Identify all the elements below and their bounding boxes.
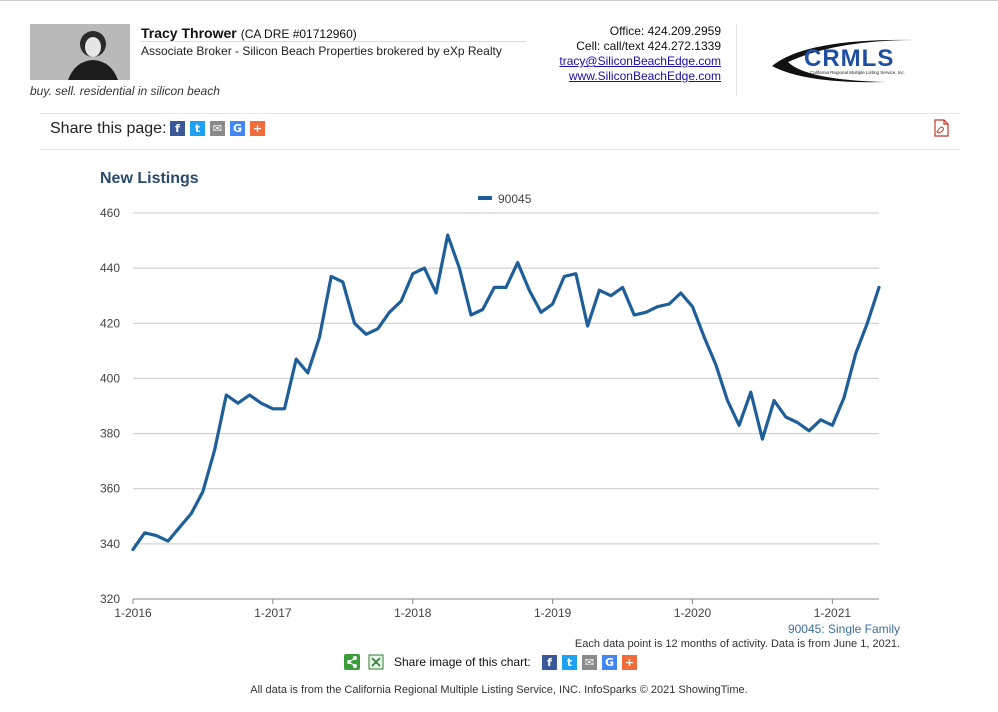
twitter-icon[interactable]: t bbox=[190, 121, 205, 136]
google-icon[interactable]: G bbox=[230, 121, 245, 136]
series-footnote: 90045: Single Family bbox=[787, 622, 900, 636]
y-tick-label: 360 bbox=[100, 482, 120, 496]
twitter-icon[interactable]: t bbox=[562, 655, 577, 670]
x-tick-label: 1-2020 bbox=[674, 606, 712, 620]
plus-icon[interactable]: + bbox=[250, 121, 265, 136]
excel-icon[interactable] bbox=[368, 654, 384, 670]
top-border bbox=[0, 0, 998, 3]
agent-name: Tracy Thrower (CA DRE #01712960) bbox=[141, 25, 357, 41]
share-page-bar: Share this page: f t ✉ G + bbox=[40, 113, 960, 150]
agent-dre: (CA DRE #01712960) bbox=[240, 27, 357, 41]
x-tick-label: 1-2021 bbox=[814, 606, 852, 620]
email-link[interactable]: tracy@SiliconBeachEdge.com bbox=[559, 54, 721, 68]
agent-tagline: buy. sell. residential in silicon beach bbox=[30, 84, 220, 98]
series-line-90045 bbox=[131, 233, 881, 552]
chart-title: New Listings bbox=[100, 170, 199, 187]
x-tick-label: 1-2016 bbox=[114, 606, 152, 620]
x-tick-label: 1-2018 bbox=[394, 606, 432, 620]
share-chart-label: Share image of this chart: bbox=[394, 655, 531, 669]
x-tick-label: 1-2019 bbox=[534, 606, 572, 620]
facebook-icon[interactable]: f bbox=[170, 121, 185, 136]
email-icon[interactable]: ✉ bbox=[210, 121, 225, 136]
logo-text: CRMLS bbox=[804, 45, 894, 72]
header-separator bbox=[736, 24, 737, 96]
legend-label: 90045 bbox=[498, 192, 532, 206]
crmls-logo: CRMLS California Regional Multiple Listi… bbox=[766, 36, 956, 86]
share-page-label: Share this page: bbox=[50, 120, 167, 137]
y-tick-label: 340 bbox=[100, 537, 120, 551]
data-footnote: Each data point is 12 months of activity… bbox=[574, 638, 900, 650]
y-tick-label: 380 bbox=[100, 427, 120, 441]
logo-subtext: California Regional Multiple Listing Ser… bbox=[810, 70, 905, 75]
y-tick-label: 460 bbox=[100, 206, 120, 220]
x-tick-label: 1-2017 bbox=[254, 606, 292, 620]
agent-photo bbox=[30, 24, 130, 80]
email-icon[interactable]: ✉ bbox=[582, 655, 597, 670]
y-tick-label: 320 bbox=[100, 592, 120, 606]
share-chart-bar: Share image of this chart: f t ✉ G + bbox=[344, 654, 664, 672]
agent-name-text: Tracy Thrower bbox=[141, 25, 237, 41]
y-tick-label: 400 bbox=[100, 371, 120, 385]
office-phone: Office: 424.209.2959 bbox=[609, 24, 721, 38]
facebook-icon[interactable]: f bbox=[542, 655, 557, 670]
share-icon[interactable] bbox=[344, 654, 360, 670]
google-icon[interactable]: G bbox=[602, 655, 617, 670]
contact-block: Office: 424.209.2959 Cell: call/text 424… bbox=[559, 24, 721, 84]
cell-phone: Cell: call/text 424.272.1339 bbox=[576, 39, 721, 53]
agent-divider bbox=[141, 41, 526, 42]
data-source-note: All data is from the California Regional… bbox=[250, 684, 748, 696]
plus-icon[interactable]: + bbox=[622, 655, 637, 670]
website-link[interactable]: www.SiliconBeachEdge.com bbox=[568, 69, 721, 83]
y-tick-label: 420 bbox=[100, 316, 120, 330]
y-tick-label: 440 bbox=[100, 261, 120, 275]
agent-title: Associate Broker - Silicon Beach Propert… bbox=[141, 44, 502, 58]
pdf-icon[interactable] bbox=[932, 119, 950, 137]
